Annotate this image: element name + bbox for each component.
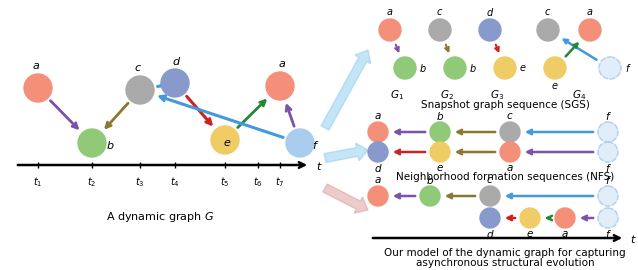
Text: $\mathit{t_4}$: $\mathit{t_4}$: [170, 175, 180, 189]
Text: $\mathit{b}$: $\mathit{b}$: [436, 110, 444, 122]
Text: $\mathit{b}$: $\mathit{b}$: [106, 139, 114, 151]
Text: $G_2$: $G_2$: [440, 88, 454, 102]
Circle shape: [444, 57, 466, 79]
Circle shape: [599, 57, 621, 79]
Text: $\mathit{a}$: $\mathit{a}$: [506, 163, 514, 173]
Text: $\mathit{b}$: $\mathit{b}$: [419, 62, 427, 74]
Text: $\mathit{a}$: $\mathit{a}$: [387, 7, 394, 17]
Text: $G_3$: $G_3$: [490, 88, 504, 102]
Text: $\mathit{d}$: $\mathit{d}$: [486, 6, 494, 18]
Text: Snapshot graph sequence (SGS): Snapshot graph sequence (SGS): [420, 100, 590, 110]
Circle shape: [598, 122, 618, 142]
Text: $\mathit{a}$: $\mathit{a}$: [32, 61, 40, 71]
Text: $G_4$: $G_4$: [572, 88, 586, 102]
Text: $\mathit{c}$: $\mathit{c}$: [486, 175, 494, 185]
Polygon shape: [323, 184, 368, 213]
Text: $\mathit{a}$: $\mathit{a}$: [278, 59, 286, 69]
Text: $\mathit{t_2}$: $\mathit{t_2}$: [87, 175, 97, 189]
Text: asynchronous structural evolution: asynchronous structural evolution: [416, 258, 595, 268]
Circle shape: [598, 186, 618, 206]
Circle shape: [500, 122, 520, 142]
Text: $\mathit{c}$: $\mathit{c}$: [436, 7, 443, 17]
Text: $t$: $t$: [630, 233, 637, 245]
Circle shape: [211, 126, 239, 154]
Text: $\mathit{f}$: $\mathit{f}$: [605, 228, 611, 240]
Circle shape: [420, 186, 440, 206]
Text: $\mathit{c}$: $\mathit{c}$: [134, 63, 142, 73]
Circle shape: [537, 19, 559, 41]
Circle shape: [430, 122, 450, 142]
Circle shape: [520, 208, 540, 228]
Circle shape: [368, 186, 388, 206]
Text: $\mathit{e}$: $\mathit{e}$: [526, 229, 534, 239]
Text: $G_1$: $G_1$: [390, 88, 404, 102]
Circle shape: [480, 186, 500, 206]
Circle shape: [161, 69, 189, 97]
Text: $t$: $t$: [316, 160, 323, 172]
Circle shape: [394, 57, 416, 79]
Text: $\mathit{t_5}$: $\mathit{t_5}$: [220, 175, 230, 189]
Text: $\mathit{f}$: $\mathit{f}$: [313, 139, 320, 151]
Text: $\mathit{b}$: $\mathit{b}$: [426, 174, 434, 186]
Circle shape: [266, 72, 294, 100]
Circle shape: [126, 76, 154, 104]
Text: Our model of the dynamic graph for capturing: Our model of the dynamic graph for captu…: [384, 248, 626, 258]
Text: $\mathit{f}$: $\mathit{f}$: [625, 62, 632, 74]
Text: $\mathit{b}$: $\mathit{b}$: [469, 62, 477, 74]
Text: $\mathit{f}$: $\mathit{f}$: [605, 110, 611, 122]
Circle shape: [479, 19, 501, 41]
Text: $\mathit{a}$: $\mathit{a}$: [586, 7, 594, 17]
Circle shape: [494, 57, 516, 79]
Circle shape: [598, 208, 618, 228]
Text: $\mathit{e}$: $\mathit{e}$: [551, 81, 559, 91]
Text: $\mathit{a}$: $\mathit{a}$: [374, 111, 382, 121]
Text: $\mathit{a}$: $\mathit{a}$: [374, 175, 382, 185]
Circle shape: [368, 142, 388, 162]
Circle shape: [598, 142, 618, 162]
Polygon shape: [324, 143, 368, 163]
Circle shape: [286, 129, 314, 157]
Text: $\mathit{d}$: $\mathit{d}$: [374, 162, 382, 174]
Text: $\mathit{t_3}$: $\mathit{t_3}$: [135, 175, 145, 189]
Circle shape: [379, 19, 401, 41]
Text: $\mathit{c}$: $\mathit{c}$: [506, 111, 514, 121]
Circle shape: [544, 57, 566, 79]
Circle shape: [500, 142, 520, 162]
Circle shape: [579, 19, 601, 41]
Text: $\mathit{f}$: $\mathit{f}$: [605, 162, 611, 174]
Circle shape: [78, 129, 106, 157]
Circle shape: [430, 142, 450, 162]
Circle shape: [480, 208, 500, 228]
Text: A dynamic graph $G$: A dynamic graph $G$: [106, 210, 214, 224]
Text: $\mathit{d}$: $\mathit{d}$: [486, 228, 494, 240]
Circle shape: [555, 208, 575, 228]
Text: $\mathit{t_1}$: $\mathit{t_1}$: [33, 175, 43, 189]
Text: $\mathit{t_7}$: $\mathit{t_7}$: [275, 175, 285, 189]
Text: Neighborhood formation sequences (NFS): Neighborhood formation sequences (NFS): [396, 172, 614, 182]
Text: $\mathit{d}$: $\mathit{d}$: [172, 55, 182, 67]
Circle shape: [24, 74, 52, 102]
Text: $\mathit{c}$: $\mathit{c}$: [544, 7, 552, 17]
Text: $\mathit{f}$: $\mathit{f}$: [605, 174, 611, 186]
Text: $\mathit{a}$: $\mathit{a}$: [561, 229, 569, 239]
Circle shape: [429, 19, 451, 41]
Text: $\mathit{e}$: $\mathit{e}$: [436, 163, 444, 173]
Circle shape: [368, 122, 388, 142]
Text: $\mathit{e}$: $\mathit{e}$: [223, 138, 231, 148]
Polygon shape: [321, 50, 371, 130]
Text: $\mathit{e}$: $\mathit{e}$: [519, 63, 527, 73]
Text: $\mathit{t_6}$: $\mathit{t_6}$: [253, 175, 263, 189]
